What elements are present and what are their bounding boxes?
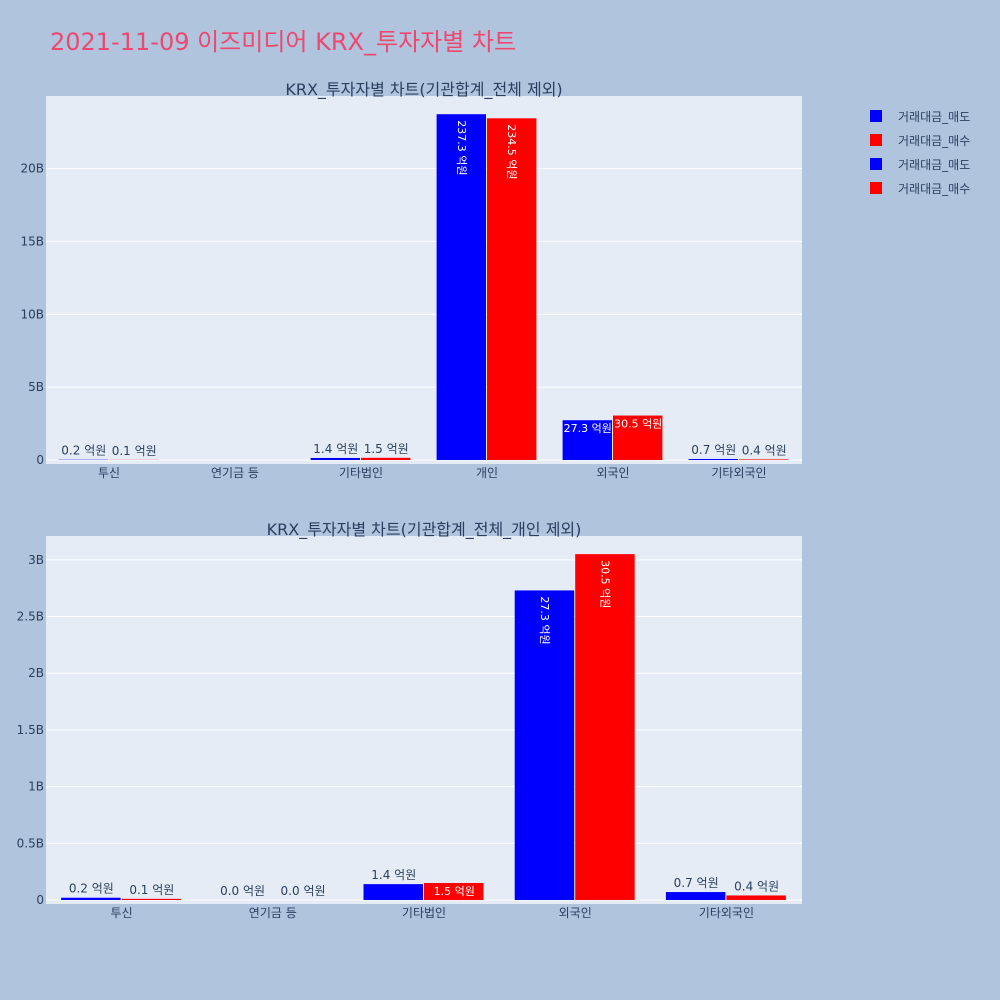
bar bbox=[575, 554, 635, 900]
y-tick-label: 15B bbox=[20, 234, 44, 248]
x-tick-label: 연기금 등 bbox=[249, 906, 297, 920]
bar bbox=[436, 114, 486, 460]
legend-swatch bbox=[870, 158, 882, 170]
plot-area bbox=[46, 536, 802, 904]
y-tick-label: 0 bbox=[36, 453, 44, 467]
chart-title: KRX_투자자별 차트(기관합계_전체_개인 제외) bbox=[267, 520, 582, 540]
chart-top: 0 5B 10B 15B 20B KRX_투자자별 차트(기관합계_전체 제외) 투신 0.2… bbox=[20, 80, 802, 480]
bar-data-label: 1.4 억원 bbox=[313, 442, 358, 456]
y-tick-label: 2.5B bbox=[17, 610, 44, 624]
bar bbox=[688, 458, 738, 460]
x-tick-label: 투신 bbox=[111, 906, 133, 920]
legend-item[interactable]: 거래대금_매수 bbox=[870, 128, 970, 152]
bar-data-label: 0.2 억원 bbox=[61, 444, 106, 458]
x-tick-label: 기타법인 bbox=[339, 466, 383, 480]
legend-swatch bbox=[870, 134, 882, 146]
bar-data-label: 0.1 억원 bbox=[129, 883, 174, 897]
bar-data-label: 0.0 억원 bbox=[281, 884, 326, 898]
bar bbox=[487, 118, 537, 461]
bar-data-label: 1.5 억원 bbox=[434, 885, 475, 898]
legend-label: 거래대금_매수 bbox=[898, 181, 971, 196]
x-tick-label: 투신 bbox=[98, 466, 120, 480]
y-tick-label: 10B bbox=[20, 307, 44, 321]
bar-data-label: 0.7 억원 bbox=[691, 443, 736, 457]
bar-data-label: 0.4 억원 bbox=[734, 879, 779, 893]
y-tick-label: 2B bbox=[28, 666, 44, 680]
bar bbox=[739, 459, 789, 460]
bar bbox=[361, 457, 411, 460]
legend-swatch bbox=[870, 110, 882, 122]
legend-label: 거래대금_매수 bbox=[898, 133, 971, 148]
legend-label: 거래대금_매도 bbox=[898, 109, 971, 124]
bar-data-label: 0.0 억원 bbox=[220, 884, 265, 898]
y-tick-label: 5B bbox=[28, 380, 44, 394]
x-tick-label: 기타외국인 bbox=[699, 906, 754, 920]
x-tick-label: 기타외국인 bbox=[711, 466, 766, 480]
bar-data-label: 0.1 억원 bbox=[112, 444, 157, 458]
page-title: 2021-11-09 이즈미디어 KRX_투자자별 차트 bbox=[50, 28, 517, 56]
legend-item[interactable]: 거래대금_매도 bbox=[870, 152, 970, 176]
chart-title: KRX_투자자별 차트(기관합계_전체 제외) bbox=[285, 80, 562, 100]
bar-data-label: 234.5 억원 bbox=[505, 124, 518, 179]
chart-bottom: 0 0.5B 1B 1.5B 2B 2.5B 3B KRX_투자자별 차트(기관합계_전체_개… bbox=[17, 520, 802, 920]
bar bbox=[562, 420, 612, 460]
plot-area bbox=[46, 96, 802, 464]
bar-data-label: 237.3 억원 bbox=[455, 120, 468, 175]
bar bbox=[310, 457, 360, 460]
bar-data-label: 1.4 억원 bbox=[371, 868, 416, 882]
bar bbox=[726, 895, 786, 900]
bar-data-label: 1.5 억원 bbox=[364, 442, 409, 456]
y-tick-label: 3B bbox=[28, 553, 44, 567]
legend: 거래대금_매도 거래대금_매수 거래대금_매도 거래대금_매수 bbox=[870, 104, 970, 200]
x-tick-label: 개인 bbox=[476, 466, 498, 480]
y-tick-label: 20B bbox=[20, 162, 44, 176]
y-tick-label: 1.5B bbox=[17, 723, 44, 737]
bar bbox=[363, 884, 423, 900]
x-tick-label: 기타법인 bbox=[402, 906, 446, 920]
bar-data-label: 27.3 억원 bbox=[538, 596, 551, 644]
bar-data-label: 27.3 억원 bbox=[564, 422, 612, 435]
bar-data-label: 0.2 억원 bbox=[69, 882, 114, 896]
bar bbox=[121, 898, 182, 900]
legend-item[interactable]: 거래대금_매수 bbox=[870, 176, 970, 200]
bar bbox=[514, 590, 575, 900]
bar bbox=[61, 897, 121, 900]
legend-item[interactable]: 거래대금_매도 bbox=[870, 104, 970, 128]
x-tick-label: 외국인 bbox=[559, 906, 592, 920]
legend-label: 거래대금_매도 bbox=[898, 157, 971, 172]
legend-swatch bbox=[870, 182, 882, 194]
bar-data-label: 30.5 억원 bbox=[614, 418, 662, 431]
bar bbox=[665, 892, 726, 900]
y-tick-label: 1B bbox=[28, 780, 44, 794]
y-tick-label: 0 bbox=[36, 893, 44, 907]
bar bbox=[424, 882, 484, 900]
bar-data-label: 0.4 억원 bbox=[742, 443, 787, 457]
bar-data-label: 30.5 억원 bbox=[598, 560, 611, 608]
x-tick-label: 외국인 bbox=[596, 466, 629, 480]
bar bbox=[613, 415, 663, 460]
y-tick-label: 0.5B bbox=[17, 836, 44, 850]
x-tick-label: 연기금 등 bbox=[211, 466, 259, 480]
bar-data-label: 0.7 억원 bbox=[674, 876, 719, 890]
